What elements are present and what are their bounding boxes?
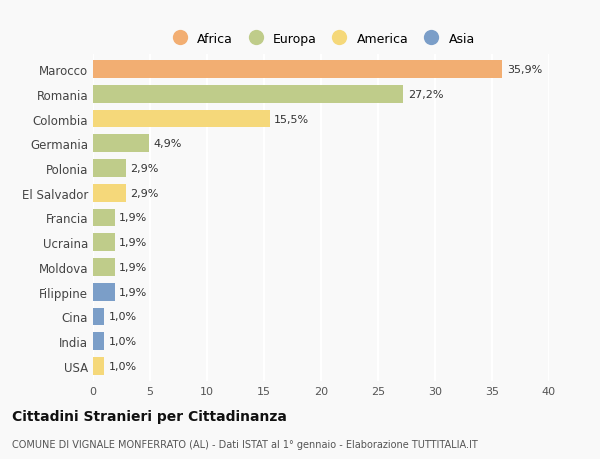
Text: 15,5%: 15,5% xyxy=(274,114,310,124)
Bar xyxy=(93,160,126,178)
Bar xyxy=(93,61,502,79)
Text: 35,9%: 35,9% xyxy=(507,65,542,75)
Bar xyxy=(93,283,115,301)
Bar xyxy=(93,86,403,103)
Text: 27,2%: 27,2% xyxy=(407,90,443,100)
Text: 1,9%: 1,9% xyxy=(119,238,148,248)
Text: COMUNE DI VIGNALE MONFERRATO (AL) - Dati ISTAT al 1° gennaio - Elaborazione TUTT: COMUNE DI VIGNALE MONFERRATO (AL) - Dati… xyxy=(12,440,478,449)
Text: 2,9%: 2,9% xyxy=(131,188,159,198)
Text: 1,9%: 1,9% xyxy=(119,287,148,297)
Text: 1,0%: 1,0% xyxy=(109,361,137,371)
Bar xyxy=(93,135,149,153)
Bar xyxy=(93,357,104,375)
Bar xyxy=(93,209,115,227)
Text: 1,9%: 1,9% xyxy=(119,263,148,272)
Legend: Africa, Europa, America, Asia: Africa, Europa, America, Asia xyxy=(163,29,479,49)
Text: Cittadini Stranieri per Cittadinanza: Cittadini Stranieri per Cittadinanza xyxy=(12,409,287,423)
Text: 2,9%: 2,9% xyxy=(131,164,159,174)
Text: 1,9%: 1,9% xyxy=(119,213,148,223)
Bar xyxy=(93,308,104,326)
Bar xyxy=(93,234,115,252)
Text: 1,0%: 1,0% xyxy=(109,312,137,322)
Bar xyxy=(93,110,270,128)
Bar xyxy=(93,258,115,276)
Bar xyxy=(93,185,126,202)
Bar xyxy=(93,333,104,350)
Text: 1,0%: 1,0% xyxy=(109,336,137,347)
Text: 4,9%: 4,9% xyxy=(154,139,182,149)
